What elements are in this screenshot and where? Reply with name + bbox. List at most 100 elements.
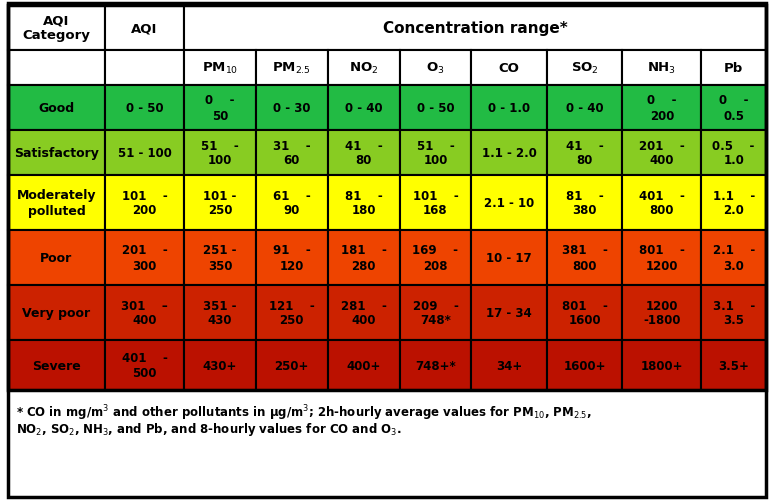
Bar <box>547 286 622 340</box>
Text: 3.5+: 3.5+ <box>718 359 749 372</box>
Text: 801    -
1200: 801 - 1200 <box>639 244 685 272</box>
Bar <box>8 86 105 131</box>
Bar <box>8 286 105 340</box>
Bar <box>8 176 105 230</box>
Text: 34+: 34+ <box>496 359 522 372</box>
Bar <box>471 86 547 131</box>
Bar <box>547 51 622 86</box>
Text: 31    -
60: 31 - 60 <box>273 139 310 167</box>
Bar <box>184 286 256 340</box>
Text: 1.1 - 2.0: 1.1 - 2.0 <box>481 147 536 160</box>
Bar <box>327 340 399 390</box>
Bar <box>256 230 327 286</box>
Text: 101    -
200: 101 - 200 <box>122 189 167 217</box>
Text: * CO in mg/m$^3$ and other pollutants in μg/m$^3$; 2h-hourly average values for : * CO in mg/m$^3$ and other pollutants in… <box>16 402 592 422</box>
Text: 1600+: 1600+ <box>563 359 606 372</box>
Text: NO$_2$, SO$_2$, NH$_3$, and Pb, and 8-hourly values for CO and O$_3$.: NO$_2$, SO$_2$, NH$_3$, and Pb, and 8-ho… <box>16 420 402 437</box>
Text: Very poor: Very poor <box>22 307 91 319</box>
Text: 209    -
748*: 209 - 748* <box>413 299 458 327</box>
Text: 181    -
280: 181 - 280 <box>341 244 386 272</box>
Text: 0 - 40: 0 - 40 <box>345 102 382 115</box>
Bar <box>471 131 547 176</box>
Text: 400+: 400+ <box>347 359 381 372</box>
Bar <box>547 131 622 176</box>
Bar <box>622 286 701 340</box>
Text: Good: Good <box>39 102 74 115</box>
Text: 0    -
50: 0 - 50 <box>205 94 235 122</box>
Bar <box>327 51 399 86</box>
Text: 251 -
350: 251 - 350 <box>204 244 237 272</box>
Text: 169    -
208: 169 - 208 <box>413 244 458 272</box>
Bar <box>399 86 471 131</box>
Text: 0 - 40: 0 - 40 <box>566 102 604 115</box>
Bar <box>105 286 184 340</box>
Bar <box>8 51 105 86</box>
Bar <box>399 340 471 390</box>
Bar <box>105 176 184 230</box>
Text: 0 - 50: 0 - 50 <box>125 102 163 115</box>
Bar <box>184 6 766 51</box>
Bar <box>701 286 766 340</box>
Bar <box>547 86 622 131</box>
Text: 401    -
500: 401 - 500 <box>122 351 167 379</box>
Text: AQI: AQI <box>132 22 158 35</box>
Bar <box>105 340 184 390</box>
Text: 301    –
400: 301 – 400 <box>122 299 168 327</box>
Text: 1800+: 1800+ <box>641 359 683 372</box>
Bar <box>622 340 701 390</box>
Text: AQI
Category: AQI Category <box>22 15 91 43</box>
Text: 121    -
250: 121 - 250 <box>269 299 315 327</box>
Bar <box>327 131 399 176</box>
Bar <box>399 51 471 86</box>
Bar <box>622 86 701 131</box>
Bar <box>8 340 105 390</box>
Bar <box>471 340 547 390</box>
Text: 101    -
168: 101 - 168 <box>413 189 458 217</box>
Bar <box>399 131 471 176</box>
Text: PM$_{2.5}$: PM$_{2.5}$ <box>272 61 311 76</box>
Bar <box>471 286 547 340</box>
Bar <box>184 340 256 390</box>
Text: 51 - 100: 51 - 100 <box>118 147 172 160</box>
Text: 201    -
300: 201 - 300 <box>122 244 167 272</box>
Text: 351 -
430: 351 - 430 <box>204 299 237 327</box>
Bar <box>547 230 622 286</box>
Bar <box>327 286 399 340</box>
Bar <box>256 176 327 230</box>
Bar <box>399 286 471 340</box>
Bar <box>327 176 399 230</box>
Text: 0 - 30: 0 - 30 <box>273 102 310 115</box>
Bar <box>471 51 547 86</box>
Bar <box>622 51 701 86</box>
Text: 1200
-1800: 1200 -1800 <box>643 299 680 327</box>
Text: 17 - 34: 17 - 34 <box>486 307 532 319</box>
Bar <box>184 176 256 230</box>
Bar <box>622 131 701 176</box>
Text: 201    -
400: 201 - 400 <box>639 139 685 167</box>
Text: PM$_{10}$: PM$_{10}$ <box>202 61 238 76</box>
Bar <box>701 51 766 86</box>
Text: 41    -
80: 41 - 80 <box>566 139 604 167</box>
Bar <box>622 230 701 286</box>
Text: 3.1    -
3.5: 3.1 - 3.5 <box>713 299 755 327</box>
Text: Satisfactory: Satisfactory <box>14 147 99 160</box>
Text: 2.1    -
3.0: 2.1 - 3.0 <box>713 244 755 272</box>
Bar <box>105 230 184 286</box>
Bar <box>105 51 184 86</box>
Bar <box>701 86 766 131</box>
Text: 0    -
200: 0 - 200 <box>647 94 676 122</box>
Text: CO: CO <box>498 62 519 75</box>
Text: 51    -
100: 51 - 100 <box>416 139 454 167</box>
Text: 381    -
800: 381 - 800 <box>562 244 608 272</box>
Text: Concentration range*: Concentration range* <box>382 21 567 36</box>
Bar <box>622 176 701 230</box>
Bar <box>399 176 471 230</box>
Bar <box>256 51 327 86</box>
Text: 41    -
80: 41 - 80 <box>344 139 382 167</box>
Text: 2.1 - 10: 2.1 - 10 <box>484 196 534 209</box>
Text: 801    -
1600: 801 - 1600 <box>562 299 608 327</box>
Text: 81    -
380: 81 - 380 <box>566 189 604 217</box>
Bar <box>8 6 105 51</box>
Text: Pb: Pb <box>724 62 743 75</box>
Text: 51    -
100: 51 - 100 <box>201 139 239 167</box>
